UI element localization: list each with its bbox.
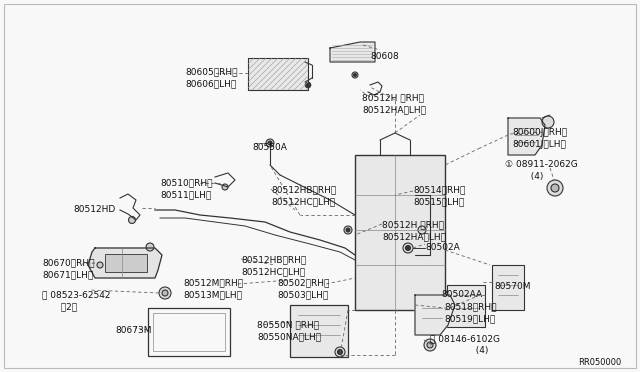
Bar: [290, 305, 348, 357]
Text: 80512HD: 80512HD: [73, 205, 115, 214]
Circle shape: [162, 290, 168, 296]
Text: ① 08911-2062G: ① 08911-2062G: [505, 160, 578, 169]
Circle shape: [542, 116, 554, 128]
Text: 80670〈RH〉: 80670〈RH〉: [42, 258, 95, 267]
Circle shape: [418, 226, 426, 234]
Circle shape: [266, 139, 274, 147]
Text: 80550NA〈LH〉: 80550NA〈LH〉: [257, 332, 321, 341]
Text: 〨2〉: 〨2〉: [55, 302, 77, 311]
Text: 80512M〈RH〉: 80512M〈RH〉: [183, 278, 243, 287]
Text: 80601J〈LH〉: 80601J〈LH〉: [512, 140, 566, 149]
Circle shape: [129, 217, 136, 224]
Circle shape: [551, 184, 559, 192]
Bar: [447, 285, 485, 327]
Polygon shape: [508, 118, 545, 155]
Circle shape: [353, 74, 356, 77]
Text: 80503〈LH〉: 80503〈LH〉: [277, 290, 328, 299]
Circle shape: [146, 243, 154, 251]
Bar: [148, 308, 230, 356]
Text: 80512HA〈LH〉: 80512HA〈LH〉: [382, 232, 446, 241]
Text: 80513M〈LH〉: 80513M〈LH〉: [183, 290, 242, 299]
Circle shape: [335, 347, 345, 357]
Circle shape: [346, 228, 350, 232]
Circle shape: [344, 226, 352, 234]
Circle shape: [427, 342, 433, 348]
Text: 80515〈LH〉: 80515〈LH〉: [413, 197, 464, 206]
Text: 80550A: 80550A: [252, 143, 287, 152]
Circle shape: [406, 246, 410, 250]
Text: 80502A: 80502A: [425, 243, 460, 252]
Text: 80608: 80608: [370, 52, 399, 61]
Circle shape: [97, 262, 103, 268]
Text: 80512HC〈LH〉: 80512HC〈LH〉: [241, 267, 305, 276]
Text: Ⓢ 08523-62542: Ⓢ 08523-62542: [42, 290, 111, 299]
Text: 80502〈RH〉: 80502〈RH〉: [277, 278, 330, 287]
Text: 80514〈RH〉: 80514〈RH〉: [413, 185, 465, 194]
Text: 80511〈LH〉: 80511〈LH〉: [160, 190, 211, 199]
Polygon shape: [330, 42, 375, 62]
Bar: [153, 313, 225, 351]
Text: 80671〈LH〉: 80671〈LH〉: [42, 270, 93, 279]
Text: 80600J〈RH〉: 80600J〈RH〉: [512, 128, 567, 137]
Circle shape: [159, 287, 171, 299]
Polygon shape: [88, 248, 162, 278]
Bar: [248, 58, 308, 90]
Text: 80606〈LH〉: 80606〈LH〉: [185, 79, 236, 88]
Text: 80512H 〈RH〉: 80512H 〈RH〉: [362, 93, 424, 102]
Text: 80673M: 80673M: [115, 326, 152, 335]
Polygon shape: [415, 295, 455, 335]
Text: 80512HA〈LH〉: 80512HA〈LH〉: [362, 105, 426, 114]
Bar: [355, 155, 445, 310]
Circle shape: [305, 82, 311, 88]
Circle shape: [547, 180, 563, 196]
Circle shape: [424, 339, 436, 351]
Text: Ⓑ 08146-6102G: Ⓑ 08146-6102G: [430, 334, 500, 343]
Text: (4): (4): [525, 172, 543, 181]
Text: 80605〈RH〉: 80605〈RH〉: [185, 67, 237, 76]
Text: 80512H 〈RH〉: 80512H 〈RH〉: [382, 220, 444, 229]
Circle shape: [403, 243, 413, 253]
Text: RR050000: RR050000: [578, 358, 621, 367]
Bar: [492, 265, 524, 310]
Text: 80512HB〈RH〉: 80512HB〈RH〉: [271, 185, 336, 194]
Text: (4): (4): [470, 346, 488, 355]
Circle shape: [222, 184, 228, 190]
Circle shape: [337, 350, 342, 355]
Text: 80570M: 80570M: [494, 282, 531, 291]
Bar: [105, 254, 147, 272]
Text: 80512HC〈LH〉: 80512HC〈LH〉: [271, 197, 335, 206]
Text: 80512HB〈RH〉: 80512HB〈RH〉: [241, 255, 307, 264]
Text: 80502AA: 80502AA: [441, 290, 482, 299]
Text: 80519〈LH〉: 80519〈LH〉: [444, 314, 495, 323]
Text: 80510〈RH〉: 80510〈RH〉: [160, 178, 212, 187]
Text: 80550N 〈RH〉: 80550N 〈RH〉: [257, 320, 319, 329]
Text: 80518〈RH〉: 80518〈RH〉: [444, 302, 497, 311]
Circle shape: [268, 141, 272, 145]
Circle shape: [352, 72, 358, 78]
